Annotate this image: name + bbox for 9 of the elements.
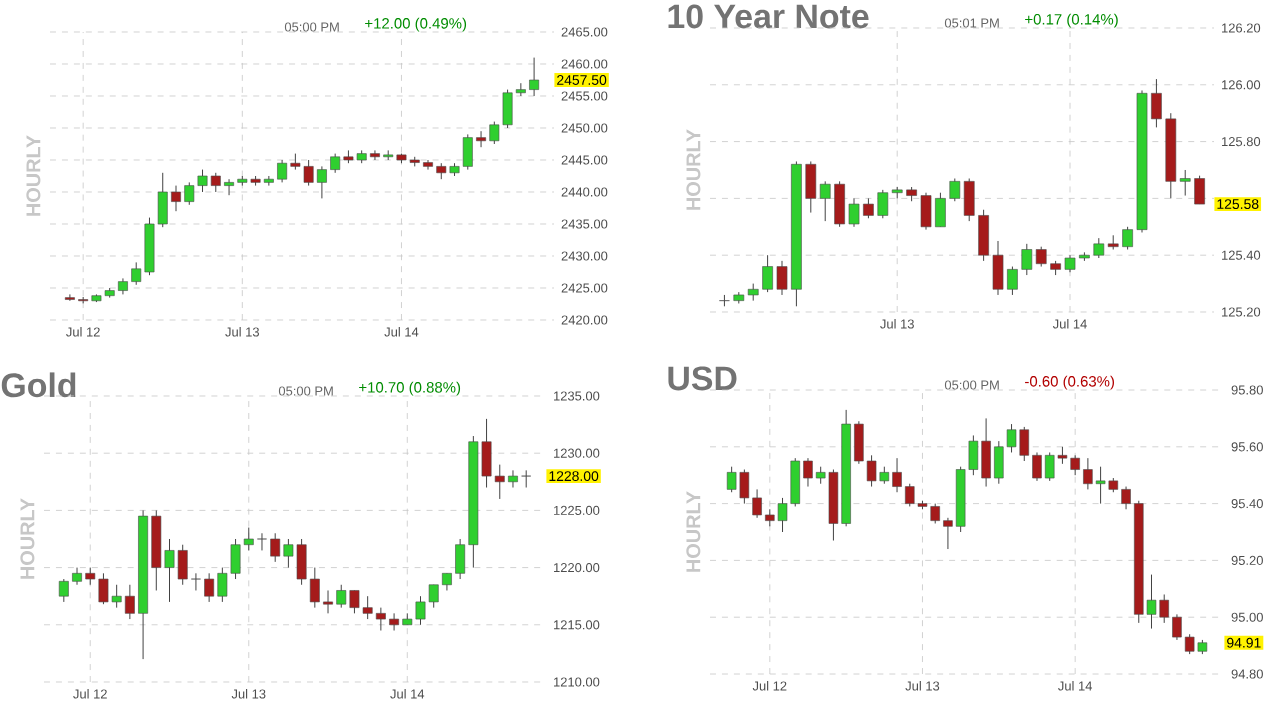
candlestick	[719, 294, 730, 307]
candlestick	[521, 469, 532, 489]
chart-title: Gold	[1, 372, 76, 398]
y-axis-title: HOURLY	[20, 498, 35, 579]
y-axis-title: HOURLY	[26, 135, 41, 216]
y-axis-title: HOURLY	[686, 129, 701, 210]
y-axis-title: HOURLY	[686, 491, 701, 572]
chart-title: USD	[668, 366, 737, 391]
chart-title: 10 Year Note	[668, 4, 869, 29]
